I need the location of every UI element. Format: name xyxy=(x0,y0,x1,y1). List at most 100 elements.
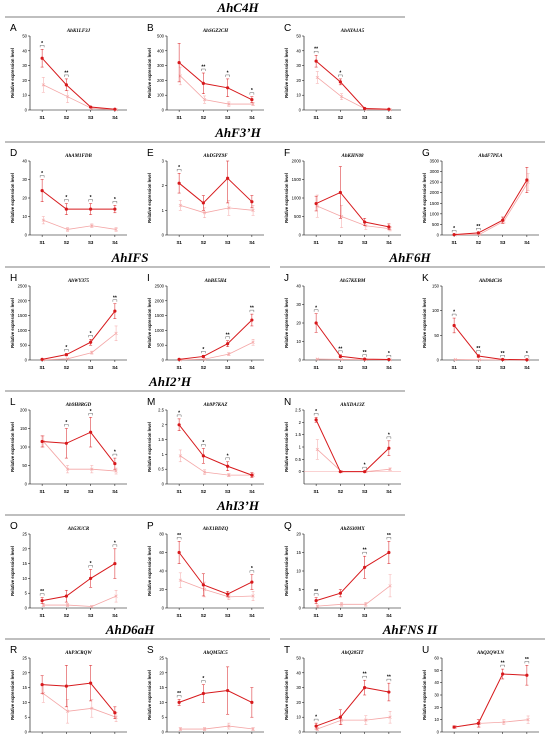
series-point-1 xyxy=(250,473,254,477)
x-tick-label: S2 xyxy=(201,115,207,120)
y-tick-label: 0 xyxy=(162,233,165,238)
series-point-1 xyxy=(501,357,505,362)
y-tick-label: 2000 xyxy=(155,298,165,303)
y-tick-label: 50 xyxy=(296,656,301,661)
significance-label: ** xyxy=(177,691,181,697)
series-point-1 xyxy=(250,700,254,704)
series-line-2 xyxy=(43,333,117,361)
series-line-2 xyxy=(43,595,117,607)
significance-bracket xyxy=(64,74,69,77)
chart-panel-c: C AhAYA1A5 Relative expression level 0 10 20 3… xyxy=(284,23,401,120)
y-tick-label: 20 xyxy=(22,670,27,675)
y-tick-label: 0 xyxy=(299,233,302,238)
series-point-1 xyxy=(177,700,181,704)
series-point-1 xyxy=(201,354,205,359)
significance-bracket xyxy=(500,355,505,358)
x-tick-label: S2 xyxy=(201,240,207,245)
y-axis-label: Relative expression level xyxy=(422,298,427,348)
significance-label: * xyxy=(227,453,229,459)
series-point-1 xyxy=(525,178,529,182)
significance-bracket xyxy=(112,201,118,204)
significance-label: ** xyxy=(314,47,318,53)
series-point-1 xyxy=(40,439,44,444)
chart-panel-q: Q AhZ630MX Relative expression level 0 5 10 15… xyxy=(284,521,401,618)
significance-label: ** xyxy=(476,346,480,352)
series-point-1 xyxy=(89,576,93,580)
chart-panel-o: O Ah53UCR Relative expression level 0 5 10 15 2… xyxy=(10,521,127,618)
series-point-2 xyxy=(178,74,182,78)
x-tick-label: S3 xyxy=(362,240,368,245)
y-tick-label: 1500 xyxy=(430,201,440,206)
significance-bracket xyxy=(64,199,69,202)
y-axis-label: Relative expression level xyxy=(10,670,15,720)
chart-panel-i: I AhBE5H4 Relative expression level 0 500 100… xyxy=(147,273,264,370)
series-point-1 xyxy=(177,181,181,185)
series-point-2 xyxy=(388,715,392,719)
x-tick-label: S2 xyxy=(64,240,70,245)
series-point-2 xyxy=(202,727,207,731)
y-tick-label: 1500 xyxy=(155,313,165,318)
x-tick-label: S1 xyxy=(451,240,457,245)
panel-letter: E xyxy=(147,148,154,159)
x-tick-label: S2 xyxy=(338,240,344,245)
series-point-1 xyxy=(338,470,342,474)
significance-bracket xyxy=(88,565,93,568)
chart-title: AhZ630MX xyxy=(339,527,365,532)
significance-label: * xyxy=(339,70,341,76)
series-point-2 xyxy=(114,331,118,335)
chart-title: AhP3CRQW xyxy=(64,651,92,656)
x-tick-label: S3 xyxy=(362,365,368,370)
chart-title: Ah9P7KAZ xyxy=(203,403,228,408)
series-line-1 xyxy=(454,673,527,728)
series-point-1 xyxy=(363,357,367,361)
x-tick-label: S2 xyxy=(64,489,70,494)
chart-title: AhD5PZ9F xyxy=(202,154,228,159)
x-tick-label: S4 xyxy=(112,115,118,120)
series-point-2 xyxy=(90,604,94,609)
significance-bracket xyxy=(313,593,319,596)
y-tick-label: 0 xyxy=(25,108,28,113)
y-tick-label: 1.5 xyxy=(295,432,301,437)
series-point-2 xyxy=(251,208,255,212)
chart-panel-p: P AhX1BDZQ Relative expression level 0 20 40 6… xyxy=(147,521,264,618)
series-point-2 xyxy=(227,206,231,210)
significance-label: ** xyxy=(314,589,318,595)
y-tick-label: 0 xyxy=(299,606,302,611)
y-tick-label: 20 xyxy=(296,532,301,537)
x-tick-label: S4 xyxy=(386,240,392,245)
y-tick-label: 50 xyxy=(434,668,439,673)
panel-letter: G xyxy=(422,148,430,159)
y-axis-label: Relative expression level xyxy=(422,173,427,223)
series-point-1 xyxy=(476,354,480,358)
x-tick-label: S1 xyxy=(176,365,182,370)
significance-bracket xyxy=(225,336,230,339)
y-axis-label: Relative expression level xyxy=(147,298,152,348)
series-point-1 xyxy=(113,462,117,466)
chart-title: AhSGZ2CH xyxy=(202,29,229,34)
y-tick-label: 25 xyxy=(22,656,27,661)
series-point-1 xyxy=(226,86,230,90)
y-tick-label: 150 xyxy=(432,284,440,289)
significance-bracket xyxy=(386,537,392,540)
series-point-1 xyxy=(226,176,230,180)
series-point-1 xyxy=(452,232,456,237)
significance-bracket xyxy=(524,661,530,664)
y-tick-label: 1 xyxy=(162,452,165,457)
y-tick-label: 40 xyxy=(296,48,301,53)
y-tick-label: 30 xyxy=(22,177,27,182)
y-tick-label: 500 xyxy=(157,343,165,348)
series-point-2 xyxy=(41,83,45,87)
significance-label: * xyxy=(41,41,43,47)
series-point-1 xyxy=(89,105,93,109)
series-point-2 xyxy=(65,357,70,361)
x-tick-label: S4 xyxy=(386,115,392,120)
y-tick-label: 0 xyxy=(299,730,302,734)
series-point-2 xyxy=(178,454,182,458)
series-point-1 xyxy=(250,98,254,102)
x-tick-label: S3 xyxy=(88,115,94,120)
group-header-f3h: AhF3’H xyxy=(5,125,545,143)
series-point-2 xyxy=(339,718,344,722)
series-point-1 xyxy=(363,470,367,474)
significance-label: ** xyxy=(226,332,230,338)
